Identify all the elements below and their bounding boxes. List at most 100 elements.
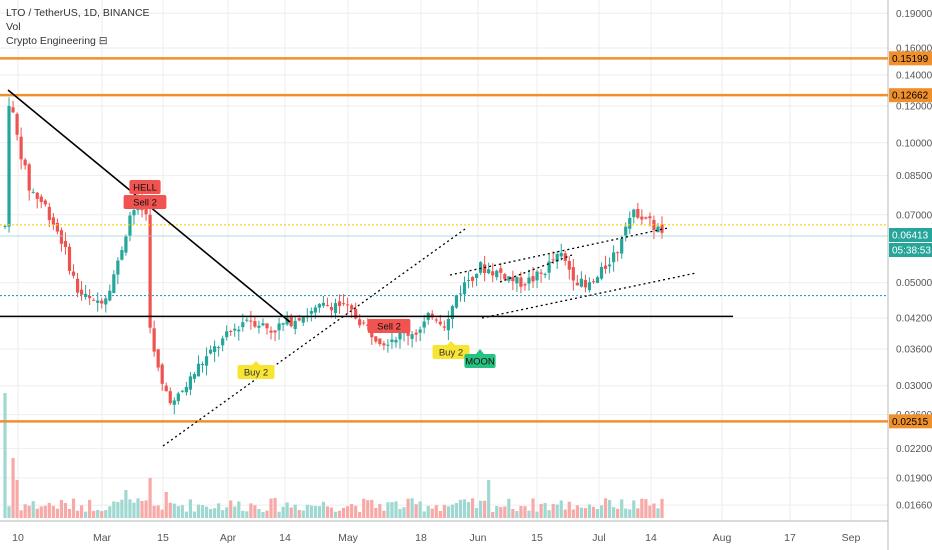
volume-bar xyxy=(491,511,495,518)
volume-bar xyxy=(124,490,128,518)
volume-indicator-label[interactable]: Vol xyxy=(6,21,21,33)
candle-body xyxy=(19,136,23,160)
volume-bar xyxy=(172,503,176,518)
volume-bar xyxy=(656,508,660,518)
volume-bar xyxy=(346,506,350,518)
volume-bar xyxy=(450,504,455,518)
volume-bar xyxy=(523,506,527,518)
symbol-title[interactable]: LTO / TetherUS, 1D, BINANCE xyxy=(6,7,150,19)
volume-bar xyxy=(587,504,592,518)
candle-body xyxy=(79,289,84,295)
volume-bar xyxy=(374,507,378,518)
signal-tag-buy xyxy=(432,345,470,359)
candle-body xyxy=(112,274,116,294)
volume-bar xyxy=(462,499,467,518)
candle-body xyxy=(644,217,648,219)
y-tick-label: 0.01900 xyxy=(896,473,932,484)
volume-bar xyxy=(265,510,269,518)
candle-body xyxy=(648,216,652,219)
signal-label: MOON xyxy=(465,357,495,368)
volume-bar xyxy=(180,505,184,518)
y-tick-label: 0.08500 xyxy=(896,171,932,182)
volume-bar xyxy=(88,499,92,518)
volume-bar xyxy=(241,510,245,518)
volume-bar xyxy=(43,505,47,518)
signal-tag-sell xyxy=(367,319,411,333)
volume-bar xyxy=(112,501,116,518)
y-tick-label: 0.19000 xyxy=(896,9,932,20)
candle-body xyxy=(11,107,15,113)
signal-tag-buy xyxy=(237,365,275,379)
candle-body xyxy=(531,276,535,282)
candle-body xyxy=(470,277,475,281)
volume-bar xyxy=(624,508,628,518)
y-tick-label: 0.03000 xyxy=(896,381,932,392)
signal-label: Sell 2 xyxy=(377,322,401,333)
volume-bar xyxy=(632,500,636,518)
candle-body xyxy=(414,332,418,335)
candle-body xyxy=(579,278,583,287)
crypto-engineering-indicator-label[interactable]: Crypto Engineering ⊟ xyxy=(6,35,108,47)
volume-bar xyxy=(285,502,289,518)
candle-body xyxy=(612,252,616,263)
candle-body xyxy=(350,305,354,310)
volume-bar xyxy=(608,500,612,518)
volume-bar xyxy=(152,505,156,518)
candle-body xyxy=(567,260,571,270)
candle-body xyxy=(450,306,455,320)
candle-body xyxy=(454,295,459,308)
volume-bar xyxy=(563,509,567,518)
volume-bar xyxy=(628,509,632,518)
candle-body xyxy=(100,300,104,304)
candle-body xyxy=(176,393,180,402)
volume-bar xyxy=(108,506,112,518)
candle-body xyxy=(595,277,600,284)
volume-bar xyxy=(200,505,205,518)
candle-body xyxy=(329,307,334,311)
volume-bar xyxy=(390,502,394,518)
candle-body xyxy=(225,331,229,338)
volume-bar xyxy=(47,502,51,518)
candle-body xyxy=(7,106,11,227)
x-tick-label: Aug xyxy=(713,532,732,544)
volume-bar xyxy=(104,510,108,518)
price-label-text: 0.12662 xyxy=(892,91,929,102)
candle-body xyxy=(293,320,297,329)
candle-body xyxy=(575,282,579,286)
volume-bar xyxy=(39,506,43,518)
candle-body xyxy=(281,323,285,325)
candle-body xyxy=(23,159,27,166)
volume-bar xyxy=(362,498,366,518)
candle-body xyxy=(523,284,527,286)
volume-bar xyxy=(144,500,148,518)
volume-bar xyxy=(567,501,571,518)
volume-bar xyxy=(382,510,386,518)
candle-body xyxy=(253,321,257,327)
candle-body xyxy=(43,200,47,205)
candle-body xyxy=(507,276,511,281)
volume-bar xyxy=(366,500,370,518)
volume-bar xyxy=(289,507,293,518)
candle-body xyxy=(217,347,221,349)
candle-body xyxy=(446,319,450,331)
y-tick-label: 0.14000 xyxy=(896,70,932,81)
candle-body xyxy=(491,271,495,276)
candle-body xyxy=(132,210,136,216)
candle-body xyxy=(358,319,362,326)
candle-body xyxy=(160,364,164,384)
volume-bar xyxy=(249,503,253,518)
volume-bar xyxy=(184,511,188,518)
y-tick-label: 0.04200 xyxy=(896,313,932,324)
volume-bar xyxy=(92,510,96,518)
candle-body xyxy=(188,376,193,390)
candle-body xyxy=(67,246,72,271)
x-tick-label: Jun xyxy=(470,532,487,544)
volume-bar xyxy=(84,511,88,518)
volume-bar xyxy=(31,501,35,518)
volume-bar xyxy=(547,510,551,518)
candle-body xyxy=(208,349,213,354)
volume-bar xyxy=(378,504,382,518)
volume-bar xyxy=(297,509,301,518)
